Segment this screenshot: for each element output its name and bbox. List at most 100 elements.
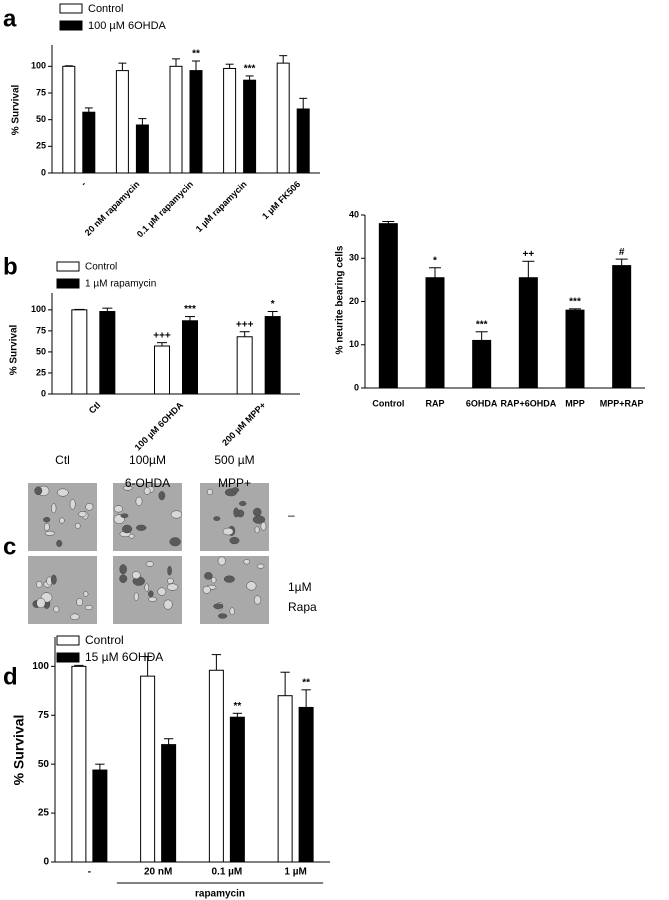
cell [256, 563, 265, 569]
cell [229, 607, 235, 615]
legend-label: 1 µM rapamycin [85, 279, 156, 290]
legend-label: 15 µM 6OHDA [85, 650, 163, 664]
x-tick-label: RAP [425, 398, 444, 408]
y-tick-label: 100 [31, 304, 46, 314]
cell [233, 507, 239, 518]
cell [213, 603, 224, 610]
cell [167, 565, 172, 576]
y-tick-label: 30 [349, 253, 359, 263]
panel-letter: b [3, 253, 18, 280]
x-tick-label: 20 nM rapamycin [83, 179, 142, 238]
cell [84, 605, 93, 611]
significance-mark: *** [184, 304, 196, 315]
x-tick-label: 1 µM [284, 867, 306, 878]
cell [44, 530, 55, 536]
cell [133, 592, 139, 601]
cell [119, 574, 128, 583]
cell [206, 488, 213, 496]
x-tick-label: - [88, 867, 91, 878]
legend-label: Control [85, 633, 124, 647]
x-tick-label: MPP [565, 398, 585, 408]
cell [217, 556, 226, 566]
x-tick-label: 0.1 µM rapamycin [135, 179, 195, 239]
legend-label: Control [88, 3, 123, 15]
bar [99, 311, 116, 395]
cell [56, 539, 63, 547]
significance-mark: +++ [153, 330, 171, 341]
cell [169, 537, 181, 547]
y-axis-label: % neurite bearing cells [335, 245, 346, 354]
x-tick-label: Ctl [87, 400, 103, 416]
cell [252, 515, 266, 524]
bar [276, 62, 290, 174]
cell [217, 613, 228, 619]
cell [135, 496, 143, 506]
x-tick-label: 200 µM MPP+ [220, 400, 268, 448]
bar [154, 345, 170, 395]
row-label: Rapa [288, 600, 317, 614]
y-tick-label: 20 [349, 296, 359, 306]
x-tick-label: 20 nM [144, 867, 172, 878]
cell [128, 533, 135, 539]
significance-mark: # [619, 247, 625, 258]
cell [122, 524, 133, 534]
bar [115, 70, 129, 174]
bar [140, 675, 156, 863]
bar [518, 277, 538, 389]
cell [158, 491, 166, 501]
bar [229, 716, 245, 863]
cell [254, 526, 260, 534]
x-tick-label: 1 µM FK506 [260, 179, 302, 221]
cell [36, 597, 46, 609]
y-tick-label: 75 [38, 710, 50, 721]
y-tick-label: 100 [31, 61, 46, 71]
legend-label: 100 µM 6OHDA [88, 20, 167, 32]
cell [83, 591, 89, 597]
cell [136, 524, 147, 531]
cell [163, 599, 173, 610]
cell [120, 513, 129, 519]
cell [144, 583, 150, 592]
cell [78, 511, 87, 518]
cell [69, 499, 76, 510]
bar [243, 79, 257, 174]
cell [59, 517, 65, 524]
bar [208, 669, 224, 863]
cell [223, 575, 235, 583]
cell [210, 576, 217, 584]
cell [229, 536, 240, 545]
y-tick-label: 0 [41, 167, 46, 177]
y-tick-label: 25 [38, 808, 50, 819]
cell [50, 574, 57, 585]
cell [157, 587, 167, 596]
significance-mark: ** [192, 49, 200, 60]
cell [70, 613, 80, 621]
x-tick-label: RAP+6OHDA [500, 398, 556, 408]
micrograph [28, 556, 97, 624]
cell [239, 501, 247, 507]
y-axis-label: % Survival [11, 715, 27, 786]
cell [119, 564, 127, 575]
legend-swatch [59, 3, 83, 14]
cell [260, 521, 267, 531]
legend-swatch [56, 278, 80, 289]
legend-swatch [59, 20, 83, 31]
column-label: MPP+ [218, 476, 251, 490]
cell [43, 517, 51, 523]
y-tick-label: 75 [36, 325, 46, 335]
cell [148, 596, 157, 602]
y-tick-label: 50 [38, 759, 50, 770]
significance-mark: *** [569, 296, 581, 307]
cell [122, 485, 133, 491]
bar [298, 706, 314, 863]
x-tick-label: 1 µM rapamycin [194, 179, 249, 234]
x-tick-label: Control [372, 398, 404, 408]
bar [612, 265, 632, 389]
bar [472, 339, 492, 389]
row-label: – [288, 508, 295, 522]
significance-mark: * [271, 299, 275, 310]
cell [53, 605, 60, 613]
y-tick-label: 0 [43, 857, 49, 868]
y-axis-label: % Survival [11, 84, 22, 135]
bar [135, 124, 149, 174]
